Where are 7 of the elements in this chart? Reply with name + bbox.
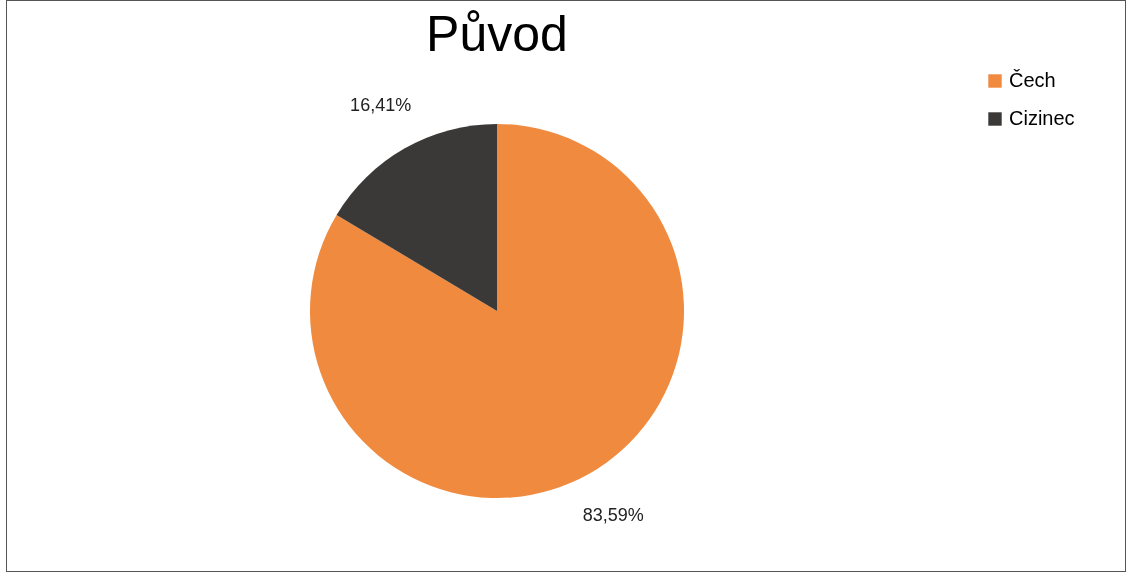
data-label: 16,41% xyxy=(350,94,412,115)
legend-label: Čech xyxy=(1009,69,1056,91)
legend-label: Cizinec xyxy=(1009,107,1075,129)
pie-slice xyxy=(310,124,684,498)
pie-slice xyxy=(336,124,497,311)
chart-title: Původ xyxy=(426,6,568,62)
data-label: 83,59% xyxy=(582,505,644,526)
